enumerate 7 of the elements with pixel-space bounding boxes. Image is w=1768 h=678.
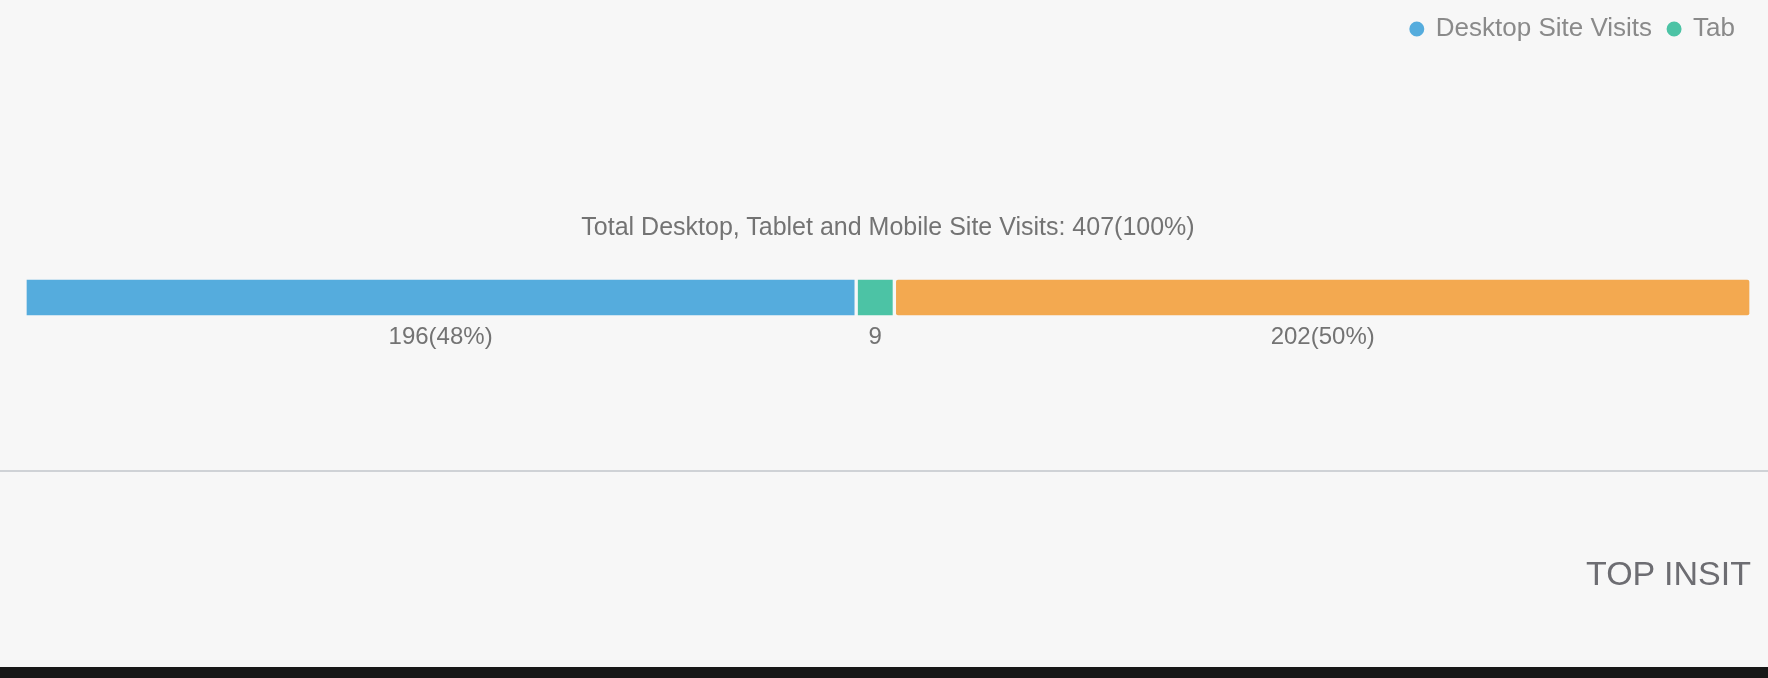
data-label: 9 <box>868 321 882 349</box>
text: TOP INSIT <box>1585 554 1751 593</box>
chart-title: Total Desktop, Tablet and Mobile Site Visits: 407(100%) <box>581 211 1195 240</box>
data-label: 202(50%) <box>1270 321 1375 349</box>
data-label: 196(48%) <box>388 321 493 349</box>
legend-label: Tab <box>1693 12 1735 43</box>
legend-label: Desktop Site Visits <box>1435 12 1653 43</box>
